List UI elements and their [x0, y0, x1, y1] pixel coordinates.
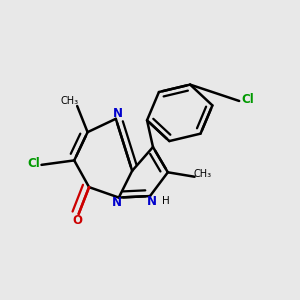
- Text: H: H: [163, 196, 170, 206]
- Text: Cl: Cl: [241, 93, 254, 106]
- Text: O: O: [72, 214, 82, 227]
- Text: N: N: [112, 196, 122, 209]
- Text: N: N: [113, 107, 123, 120]
- Text: CH₃: CH₃: [194, 169, 212, 179]
- Text: CH₃: CH₃: [61, 96, 79, 106]
- Text: N: N: [146, 195, 157, 208]
- Text: Cl: Cl: [28, 157, 40, 170]
